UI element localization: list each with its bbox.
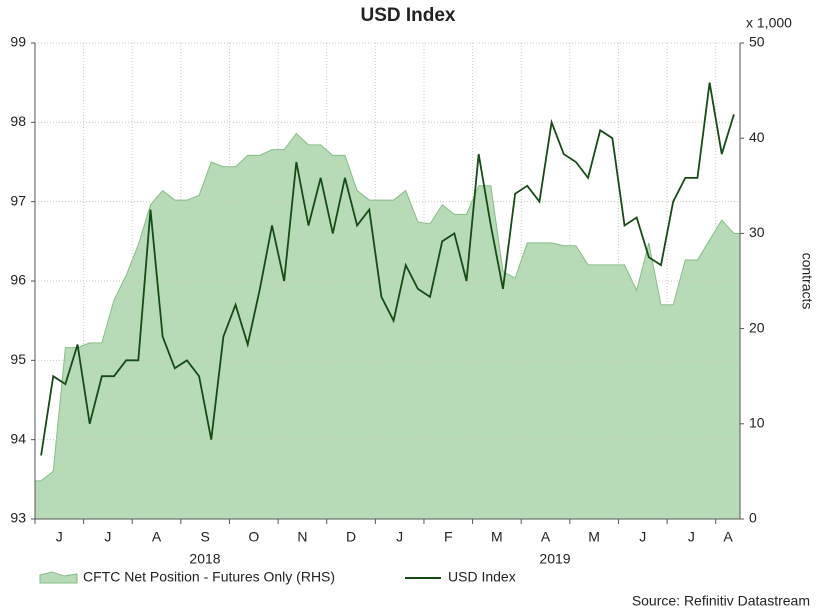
x-tick-label: N: [297, 529, 307, 545]
x-tick-label: S: [201, 529, 210, 545]
year-label: 2018: [189, 551, 220, 567]
area: [34, 132, 741, 520]
source: Source: Refinitiv Datastream: [632, 593, 810, 609]
legend-swatch: [39, 571, 78, 584]
y-tick-label: 93: [10, 510, 26, 526]
legend-label: USD Index: [448, 569, 516, 585]
x-tick-label: A: [152, 529, 162, 545]
y-tick-label: 97: [10, 192, 26, 208]
y2-tick-label: 10: [749, 415, 765, 431]
x-tick-label: J: [104, 529, 111, 545]
x-tick-label: J: [688, 529, 695, 545]
y-tick-label: 98: [10, 113, 26, 129]
y2-axis-label: contracts: [799, 253, 815, 310]
y2-tick-label: 0: [749, 510, 757, 526]
y2-unit: x 1,000: [746, 15, 792, 31]
y-tick-label: 94: [10, 430, 26, 446]
y2-tick-label: 20: [749, 319, 765, 335]
line: [40, 82, 735, 456]
x-tick-label: A: [723, 529, 733, 545]
y-tick-label: 96: [10, 272, 26, 288]
y2-tick-label: 30: [749, 224, 765, 240]
y2-tick-label: 40: [749, 129, 765, 145]
x-tick-label: J: [639, 529, 646, 545]
x-tick-label: J: [396, 529, 403, 545]
x-tick-label: M: [588, 529, 600, 545]
x-tick-label: O: [248, 529, 259, 545]
x-tick-label: F: [444, 529, 453, 545]
year-label: 2019: [539, 551, 570, 567]
legend-label: CFTC Net Position - Futures Only (RHS): [83, 569, 335, 585]
x-tick-label: A: [541, 529, 551, 545]
x-tick-label: J: [56, 529, 63, 545]
y-tick-label: 99: [10, 34, 26, 50]
x-tick-label: D: [346, 529, 356, 545]
y2-tick-label: 50: [749, 34, 765, 50]
y-tick-label: 95: [10, 351, 26, 367]
chart-title: USD Index: [360, 5, 455, 26]
x-tick-label: M: [491, 529, 503, 545]
